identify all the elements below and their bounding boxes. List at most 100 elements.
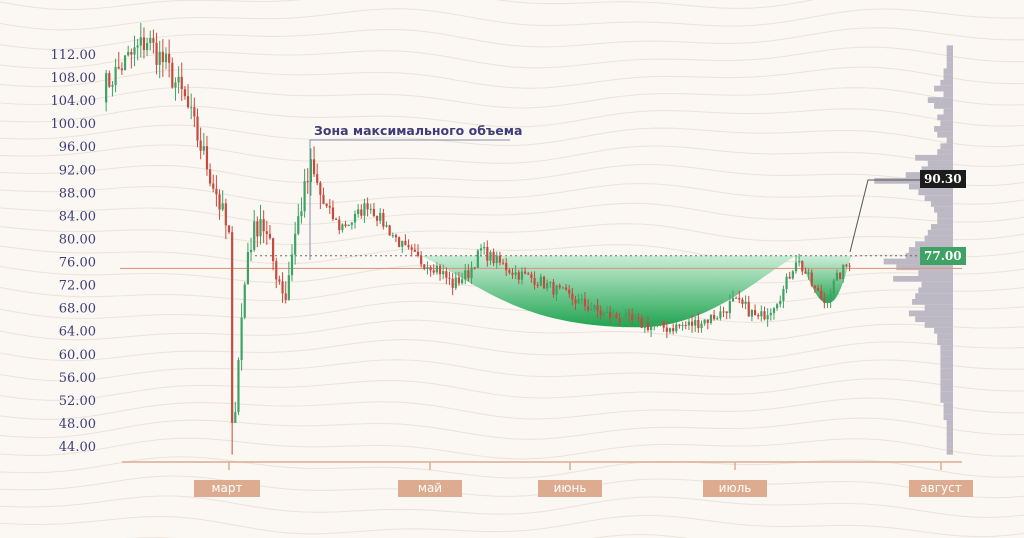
- candle-body: [760, 311, 763, 317]
- volume-bar: [943, 74, 953, 80]
- volume-bar: [924, 195, 953, 202]
- candle-body: [256, 221, 259, 237]
- volume-bar: [940, 79, 953, 86]
- candle-body: [766, 315, 769, 320]
- candle-body: [432, 270, 435, 273]
- candle-body: [542, 276, 546, 289]
- candle-body: [155, 42, 158, 65]
- candle-body: [842, 264, 845, 279]
- candle-body: [369, 208, 372, 210]
- candle-body: [272, 238, 275, 262]
- y-tick-label: 92.00: [59, 163, 96, 178]
- candle-body: [149, 38, 152, 44]
- candle-body: [835, 272, 839, 281]
- candle-body: [183, 89, 186, 97]
- candle-body: [335, 219, 338, 221]
- candle-body: [646, 323, 650, 330]
- y-tick-label: 64.00: [59, 325, 96, 340]
- candle-body: [309, 159, 312, 182]
- volume-bar: [940, 345, 953, 351]
- candle-body: [709, 314, 713, 323]
- volume-bar: [924, 304, 953, 311]
- candle-body: [672, 328, 675, 332]
- candle-body: [577, 298, 580, 304]
- candle-body: [136, 45, 139, 48]
- candle-body: [536, 284, 539, 286]
- candle-body: [249, 249, 253, 253]
- candle-body: [366, 203, 369, 210]
- candle-body: [164, 53, 168, 63]
- y-tick-label: 48.00: [59, 417, 96, 432]
- background-wave: [0, 8, 1024, 31]
- volume-bar: [937, 212, 953, 219]
- candle-body: [681, 324, 684, 326]
- candle-body: [631, 314, 634, 320]
- background-wave: [0, 66, 1024, 89]
- month-label-march: март: [194, 480, 260, 497]
- candle-body: [357, 209, 360, 214]
- candle-body: [275, 261, 278, 280]
- candle-body: [290, 254, 294, 276]
- candle-body: [744, 301, 747, 304]
- candle-body: [445, 271, 448, 278]
- candle-body: [621, 321, 624, 323]
- candle-body: [209, 169, 212, 184]
- candle-body: [816, 288, 820, 291]
- candle-body: [180, 76, 183, 90]
- candle-body: [483, 246, 486, 249]
- candle-body: [259, 219, 262, 237]
- candle-body: [457, 277, 461, 284]
- candle-body: [451, 278, 454, 288]
- candle-body: [262, 219, 265, 232]
- candle-body: [246, 252, 249, 285]
- candle-body: [281, 281, 284, 294]
- y-tick-label: 80.00: [59, 232, 96, 247]
- month-label-may: май: [398, 480, 462, 497]
- candle-body: [130, 51, 133, 55]
- candle-body: [407, 245, 410, 248]
- candle-body: [325, 203, 328, 207]
- candle-body: [404, 240, 407, 246]
- candle-body: [268, 233, 272, 239]
- volume-bar: [946, 45, 953, 52]
- handle-fill: [796, 255, 852, 304]
- candlesticks: [105, 22, 851, 455]
- month-label-june: июнь: [538, 480, 602, 497]
- candle-body: [199, 140, 202, 151]
- volume-bar: [930, 224, 953, 230]
- candle-body: [713, 314, 716, 319]
- candle-body: [798, 261, 801, 263]
- candle-body: [687, 321, 690, 326]
- candle-body: [174, 82, 177, 88]
- volume-bar: [918, 189, 953, 196]
- candle-body: [278, 279, 281, 282]
- candle-body: [306, 181, 309, 183]
- candle-body: [549, 282, 552, 284]
- y-tick-label: 52.00: [59, 394, 96, 409]
- candle-body: [111, 85, 114, 87]
- candle-body: [583, 298, 587, 307]
- candle-body: [420, 255, 423, 265]
- poc-leader: [849, 179, 920, 253]
- candle-body: [735, 297, 738, 299]
- volume-bar: [921, 166, 953, 173]
- candle-body: [546, 283, 549, 289]
- current-price-label: 77.00: [920, 247, 966, 265]
- background-wave: [0, 495, 1024, 519]
- volume-bar: [908, 310, 953, 317]
- candle-body: [555, 285, 558, 295]
- candle-body: [486, 246, 489, 261]
- background-wave: [0, 223, 1024, 246]
- candle-body: [659, 321, 662, 324]
- candle-body: [612, 313, 615, 318]
- candle-body: [435, 265, 438, 273]
- background-wave: [0, 475, 1024, 499]
- y-tick-label: 68.00: [59, 302, 96, 317]
- candle-body: [561, 287, 564, 289]
- candle-body: [763, 311, 766, 320]
- background-wave: [0, 86, 1024, 109]
- candle-body: [498, 255, 501, 263]
- candle-body: [108, 73, 111, 87]
- candle-body: [558, 285, 561, 288]
- candle-body: [788, 276, 791, 279]
